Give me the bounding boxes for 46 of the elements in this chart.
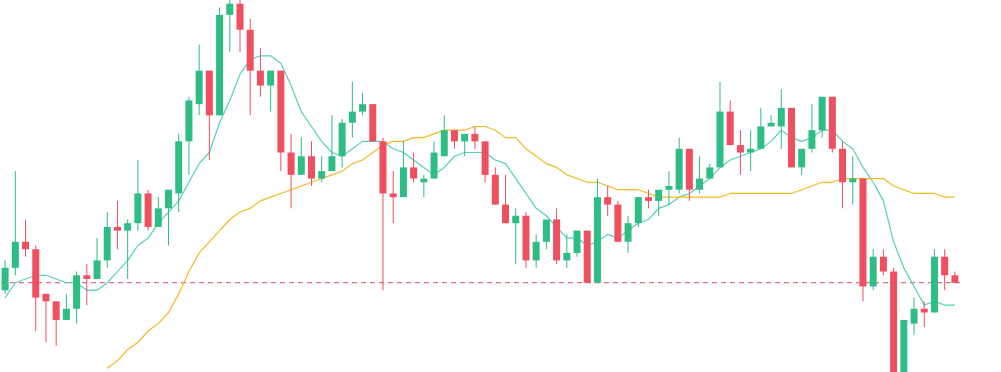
candlestick <box>471 125 479 150</box>
candlestick <box>52 300 60 347</box>
candlestick <box>665 170 673 206</box>
candlestick <box>22 218 30 258</box>
candlestick <box>798 148 806 176</box>
candlestick <box>83 263 91 306</box>
candlestick <box>542 218 550 250</box>
candlestick <box>532 233 540 269</box>
candlestick <box>307 140 315 187</box>
candlestick <box>348 81 356 139</box>
candlestick <box>624 215 632 254</box>
candlestick <box>154 196 162 228</box>
candlestick <box>42 293 50 343</box>
candlestick <box>328 114 336 172</box>
candlestick <box>165 189 173 247</box>
candlestick <box>879 248 887 276</box>
candlestick <box>645 189 653 209</box>
candlestick <box>287 133 295 209</box>
candlestick <box>113 200 121 250</box>
candlestick <box>389 170 397 224</box>
candlestick <box>941 248 949 291</box>
candlestick <box>757 107 765 150</box>
candlestick <box>1 259 9 295</box>
candlestick <box>318 155 326 183</box>
candlestick <box>226 0 234 53</box>
candlestick <box>512 207 520 265</box>
candlestick <box>777 88 785 150</box>
candlestick <box>604 185 612 217</box>
candlestick <box>62 293 70 321</box>
candlestick <box>573 230 581 258</box>
candlestick <box>696 155 704 194</box>
candlestick <box>93 237 101 280</box>
candlestick <box>747 129 755 172</box>
candlestick <box>736 129 744 176</box>
candlestick <box>808 103 816 154</box>
candlestick <box>450 129 458 150</box>
candlestick <box>655 189 663 217</box>
candlestick <box>410 152 418 183</box>
candlestick <box>502 174 510 224</box>
candlestick <box>267 70 275 113</box>
candlestick <box>297 137 305 176</box>
candlestick <box>124 218 132 280</box>
candlestick <box>910 297 918 336</box>
candlestick <box>256 47 264 98</box>
candlestick <box>563 233 571 269</box>
candlestick <box>359 92 367 116</box>
